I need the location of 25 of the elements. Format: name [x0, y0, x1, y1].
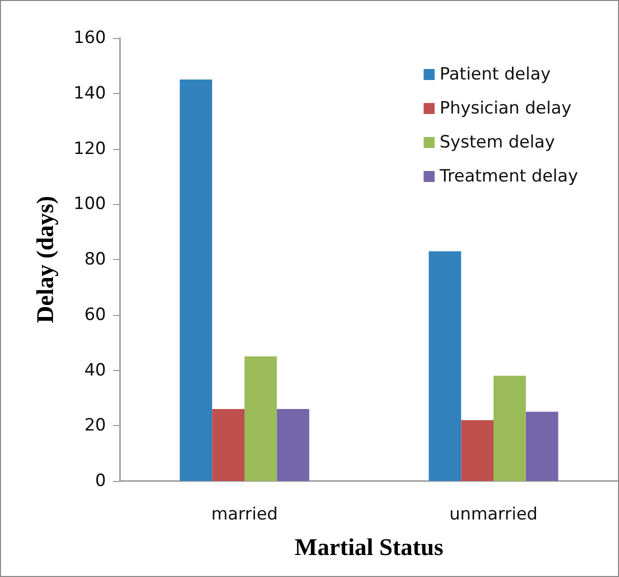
y-tick-label: 160 — [74, 28, 106, 48]
y-tick-label: 100 — [74, 194, 106, 214]
y-tick-label: 60 — [84, 304, 106, 325]
legend-label: Treatment delay — [438, 166, 578, 186]
y-tick-label: 40 — [84, 360, 106, 380]
bar — [461, 420, 494, 481]
bar — [212, 409, 244, 481]
y-tick-label: 140 — [74, 83, 106, 104]
bar — [428, 251, 462, 481]
y-tick-label: 120 — [74, 138, 106, 159]
x-axis-title: Martial Status — [294, 535, 444, 561]
legend-label: System delay — [440, 132, 555, 152]
bar — [494, 376, 526, 481]
y-axis-title: Delay (days) — [33, 196, 59, 324]
x-tick-label: married — [211, 504, 278, 524]
legend-label: Physician delay — [440, 98, 572, 118]
y-tick-label: 20 — [84, 416, 106, 436]
bar — [276, 409, 310, 481]
x-tick-label: unmarried — [449, 504, 538, 524]
y-tick-label: 80 — [84, 250, 106, 270]
bar — [244, 356, 277, 481]
bar — [180, 80, 212, 481]
bar — [526, 412, 558, 481]
legend-label: Patient delay — [440, 64, 551, 84]
y-tick-label: 0 — [95, 471, 106, 491]
